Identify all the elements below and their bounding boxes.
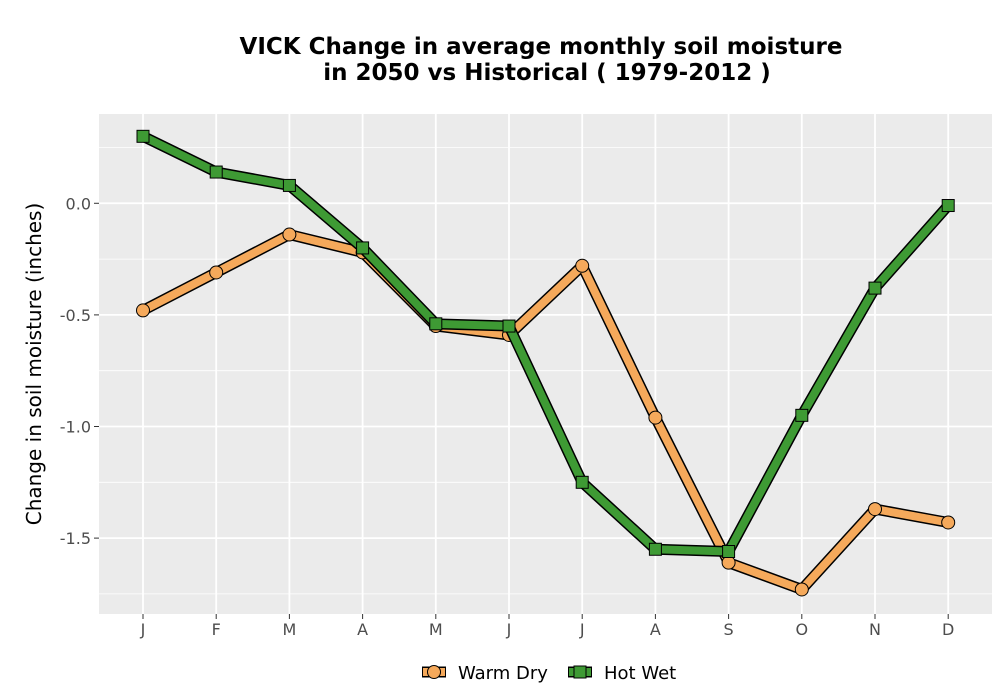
legend-marker-warm-dry [427, 665, 441, 679]
chart-title-line-2: in 2050 vs Historical ( 1979-2012 ) [323, 60, 770, 86]
data-point-hot-wet [429, 317, 443, 331]
chart-title: VICK Change in average monthly soil mois… [240, 34, 843, 86]
data-point-warm-dry [721, 555, 736, 570]
data-point-hot-wet [868, 281, 882, 295]
data-point-warm-dry [941, 515, 956, 530]
data-point-hot-wet [136, 129, 150, 143]
data-point-warm-dry [575, 258, 590, 273]
x-tick-label: A [357, 620, 368, 639]
data-point-warm-dry [794, 582, 809, 597]
data-point-hot-wet [722, 545, 736, 558]
x-tick-label: O [796, 620, 809, 639]
legend: Warm Dry Hot Wet [422, 663, 676, 684]
y-axis-ticks: 0.0 -0.5 -1.0 -1.5 [60, 194, 99, 548]
data-point-hot-wet [356, 241, 370, 255]
series-line-hot-wet [139, 132, 953, 556]
series-layer [136, 129, 956, 597]
x-tick-label: J [140, 620, 146, 639]
data-point-hot-wet [282, 178, 296, 192]
x-tick-label: S [724, 620, 734, 639]
legend-item-warm-dry: Warm Dry [422, 663, 548, 684]
data-point-hot-wet [209, 165, 223, 179]
data-point-hot-wet [941, 199, 955, 213]
x-tick-label: M [282, 620, 296, 639]
data-point-warm-dry [282, 227, 297, 242]
data-point-warm-dry [648, 410, 663, 425]
x-tick-label: A [650, 620, 661, 639]
data-point-warm-dry [868, 502, 882, 517]
y-axis-label: Change in soil moisture (inches) [22, 203, 46, 526]
data-point-hot-wet [795, 408, 809, 422]
series-hot-wet [136, 129, 955, 558]
x-tick-label: N [869, 620, 881, 639]
data-point-hot-wet [575, 475, 589, 489]
y-tick-label: -1.5 [60, 529, 91, 548]
legend-label-warm-dry: Warm Dry [458, 663, 548, 684]
grid-lines [99, 114, 992, 614]
y-tick-label: -0.5 [60, 306, 91, 325]
data-point-warm-dry [209, 265, 224, 280]
chart-title-line-1: VICK Change in average monthly soil mois… [240, 34, 843, 60]
x-tick-label: F [212, 620, 221, 639]
data-point-hot-wet [648, 542, 662, 556]
series-line-warm-dry [139, 230, 953, 594]
legend-marker-hot-wet [573, 665, 587, 679]
legend-item-hot-wet: Hot Wet [568, 663, 676, 684]
plot-panel [99, 114, 992, 614]
data-point-warm-dry [136, 303, 150, 318]
y-tick-label: -1.0 [60, 418, 91, 437]
x-tick-label: M [429, 620, 443, 639]
legend-label-hot-wet: Hot Wet [604, 663, 676, 684]
y-tick-label: 0.0 [66, 194, 91, 213]
x-tick-label: J [506, 620, 512, 639]
data-point-hot-wet [502, 319, 516, 333]
x-tick-label: D [942, 620, 954, 639]
x-tick-label: J [579, 620, 585, 639]
